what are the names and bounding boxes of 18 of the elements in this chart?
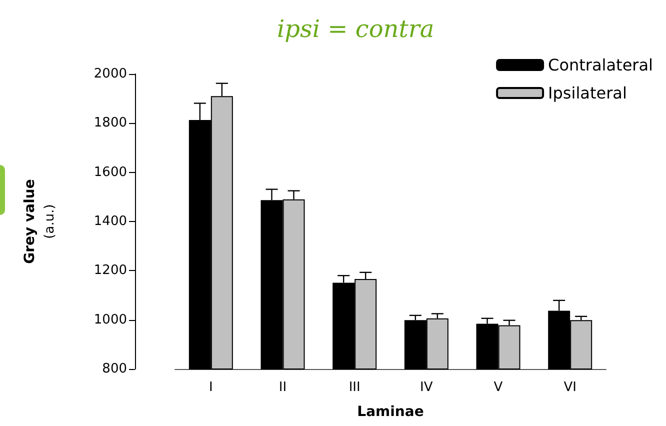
x-tick-label: V [494,380,503,395]
y-tick-label: 1600 [94,164,127,180]
x-tick-label: II [278,380,287,395]
chart-title: ipsi = contra [277,15,434,43]
x-tick-label: I [208,380,213,395]
legend-label: Ipsilateral [548,84,627,102]
x-tick-label: VI [564,380,576,395]
y-tick-label: 2000 [94,66,127,82]
y-tick-label: 800 [102,362,127,376]
x-tick-label: III [348,380,360,395]
y-tick-label: 1800 [94,116,127,131]
y-axis-title: Grey value (a.u.) [22,179,58,264]
x-tick-label: IV [420,380,433,395]
legend-label: Contralateral [548,56,653,74]
y-tick-label: 1400 [94,214,127,229]
y-tick-label: 1000 [94,312,127,328]
y-tick-label: 1200 [94,263,127,278]
x-axis-title: Laminae [357,404,424,420]
